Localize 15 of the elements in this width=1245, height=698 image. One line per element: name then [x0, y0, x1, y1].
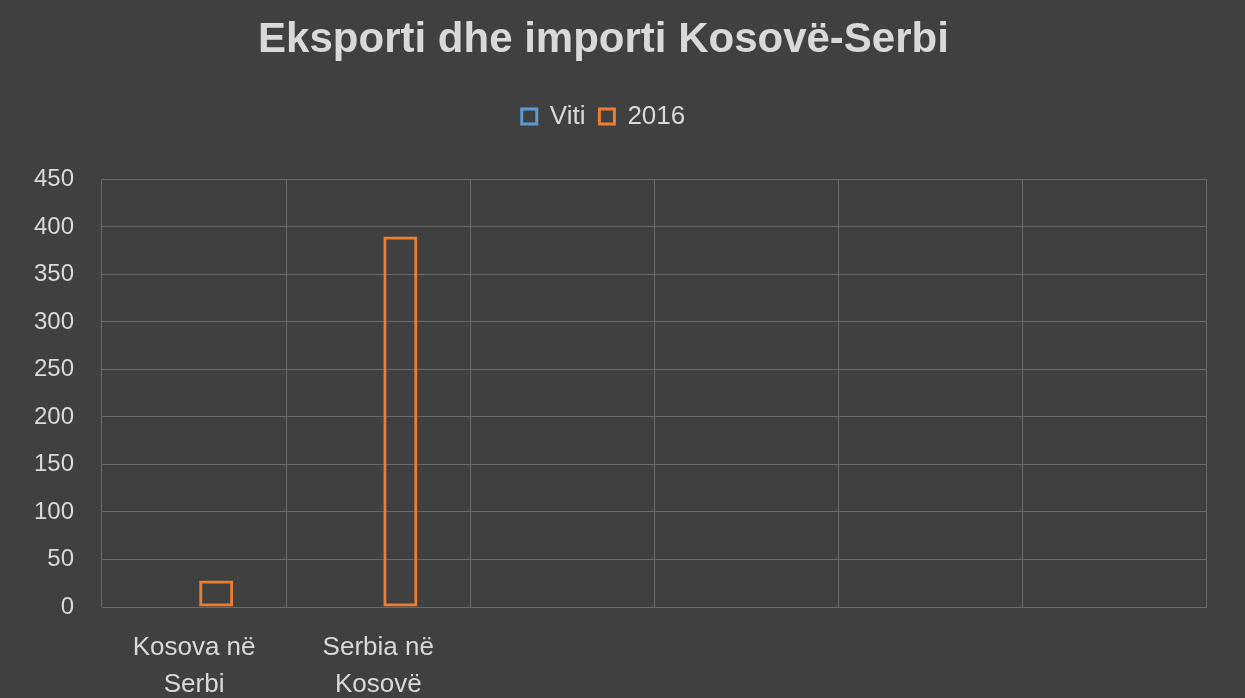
chart-title: Eksporti dhe importi Kosovë-Serbi: [258, 13, 949, 61]
y-tick-label: 100: [33, 496, 74, 524]
y-tick-label: 400: [33, 211, 74, 239]
y-tick-label: 450: [33, 164, 74, 192]
y-tick-label: 50: [47, 544, 74, 572]
x-tick-label: Kosova në Serbi: [132, 630, 256, 698]
legend-label: Viti: [549, 99, 586, 130]
y-tick-label: 250: [33, 354, 74, 382]
y-tick-label: 150: [33, 449, 74, 477]
y-tick-label: 0: [60, 591, 74, 619]
y-tick-label: 200: [33, 401, 74, 429]
y-tick-label: 300: [33, 306, 74, 334]
x-tick-label: Serbia në Kosovë: [322, 630, 434, 698]
legend-label: 2016: [627, 99, 686, 130]
y-tick-label: 350: [33, 259, 74, 287]
